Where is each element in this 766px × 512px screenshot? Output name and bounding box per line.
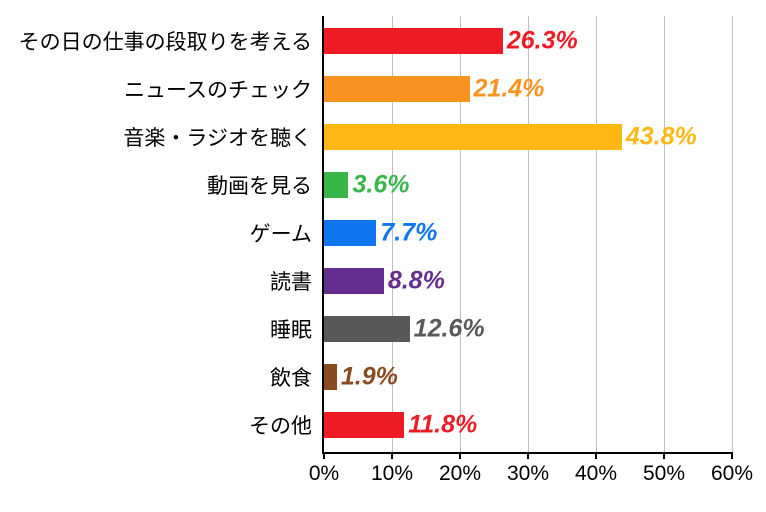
category-label: ゲーム: [250, 218, 312, 248]
value-label: 21.4%: [474, 75, 545, 104]
x-tick-label: 60%: [711, 462, 753, 486]
bar: [324, 220, 376, 246]
x-tick-label: 50%: [643, 462, 685, 486]
x-tick: [663, 452, 665, 459]
category-label: 睡眠: [270, 314, 312, 344]
x-tick-label: 10%: [371, 462, 413, 486]
x-gridline: [732, 16, 733, 452]
value-label: 3.6%: [352, 171, 409, 200]
value-label: 26.3%: [507, 27, 578, 56]
x-tick-label: 30%: [507, 462, 549, 486]
value-label: 43.8%: [626, 123, 697, 152]
value-label: 8.8%: [388, 267, 445, 296]
category-label: ニュースのチェック: [124, 74, 312, 104]
x-gridline: [664, 16, 665, 452]
bar: [324, 268, 384, 294]
x-tick-label: 20%: [439, 462, 481, 486]
plot-area: 0%10%20%30%40%50%60%その日の仕事の段取りを考える26.3%ニ…: [322, 16, 732, 454]
x-tick: [323, 452, 325, 459]
value-label: 1.9%: [341, 363, 398, 392]
value-label: 11.8%: [408, 411, 477, 440]
bar: [324, 364, 337, 390]
x-tick: [527, 452, 529, 459]
category-label: 音楽・ラジオを聴く: [123, 122, 312, 152]
bar: [324, 76, 470, 102]
category-label: その他: [249, 410, 312, 440]
chart-container: 0% 10% 20% 30% 40% 50% 60% その日の仕事の段取りを考える 26.3% ニ…: [0, 0, 766, 512]
x-gridline: [596, 16, 597, 452]
bar: [324, 28, 503, 54]
x-tick: [391, 452, 393, 459]
x-tick-label: 0%: [309, 462, 339, 486]
x-tick: [595, 452, 597, 459]
x-tick: [731, 452, 733, 459]
bar: [324, 172, 348, 198]
category-label: 動画を見る: [207, 170, 312, 200]
category-label: 飲食: [270, 362, 312, 392]
category-label: 読書: [270, 266, 312, 296]
value-label: 7.7%: [380, 219, 437, 248]
x-tick: [459, 452, 461, 459]
bar: [324, 412, 404, 438]
category-label: その日の仕事の段取りを考える: [19, 26, 312, 56]
value-label: 12.6%: [414, 315, 485, 344]
x-tick-label: 40%: [575, 462, 617, 486]
bar: [324, 316, 410, 342]
bar: [324, 124, 622, 150]
